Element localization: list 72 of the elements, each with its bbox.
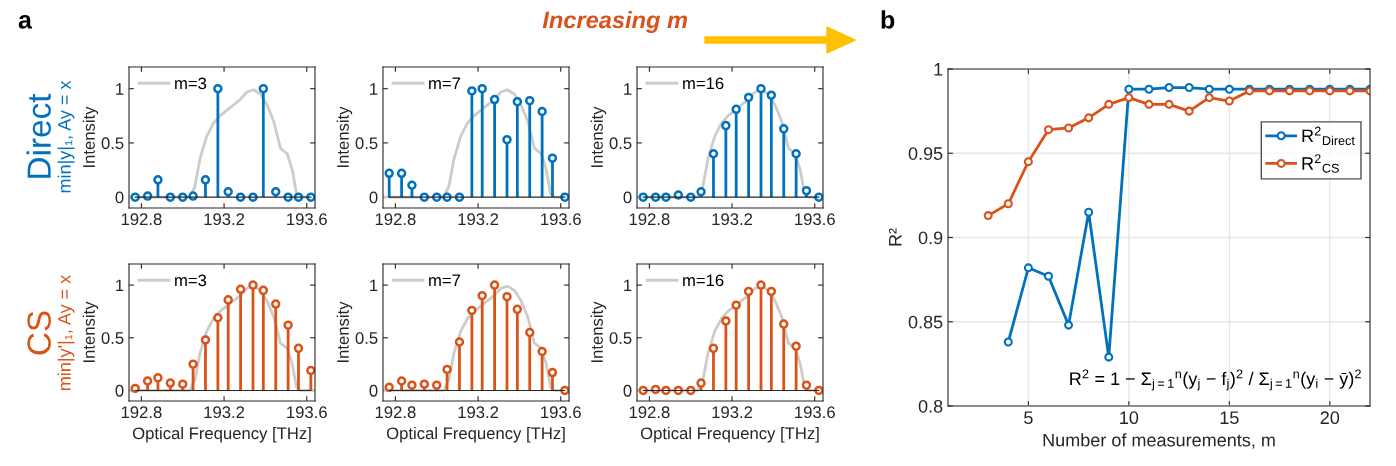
text: min|y|₁, Ay = x — [57, 80, 75, 193]
x-tick-label: 15 — [1220, 411, 1239, 425]
y-axis-title: Intensity — [590, 301, 607, 362]
x-tick-label: 192.8 — [121, 406, 162, 419]
y-tick-label: 0.5 — [101, 137, 124, 150]
x-tick-label: 192.8 — [375, 406, 416, 419]
x-tick-label: 193.6 — [287, 213, 327, 226]
y-axis-title: Intensity — [336, 301, 353, 362]
legend-label: m=16 — [683, 77, 724, 90]
legend-label: m=3 — [175, 274, 207, 287]
x-tick-label: 192.8 — [629, 213, 670, 226]
y-tick-label: 1 — [370, 279, 378, 292]
text: R$^{2}$ = 1 − Σ$_{j=1}$$^{n}$(y$_{j}$ − f$_{j}$)$^{2}$ / Σ$_{j=1}$$^{n}$(y$_{i}$ − ȳ)$^{2}$ — [1070, 369, 1361, 391]
legend-label: m=7 — [429, 274, 461, 287]
y-tick-label: 1 — [370, 83, 378, 95]
y-tick-label: 1 — [624, 279, 632, 292]
y-tick-label: 0 — [369, 384, 378, 397]
y-axis-title: Intensity — [82, 301, 99, 362]
x-axis-title: Number of measurements, m — [1043, 433, 1275, 449]
text: min|y'|₁, Ay = x — [57, 274, 75, 391]
y-tick-label: 0.95 — [908, 147, 943, 160]
x-tick-label: 193.2 — [712, 213, 753, 226]
x-tick-label: 5 — [1024, 411, 1033, 425]
legend-label: m=7 — [429, 77, 461, 90]
text: b — [881, 10, 895, 29]
y-tick-label: 0.9 — [918, 231, 943, 245]
x-tick-label: 193.2 — [204, 213, 245, 226]
y-axis-title: Intensity — [82, 106, 99, 167]
y-tick-label: 0.8 — [918, 399, 943, 413]
y-tick-label: 0 — [623, 384, 632, 397]
text: a — [18, 15, 33, 29]
y-tick-label: 0.5 — [609, 137, 632, 150]
x-tick-label: 193.6 — [795, 406, 835, 419]
y-tick-label: 0 — [115, 384, 124, 397]
legend-label: m=16 — [683, 274, 724, 287]
y-tick-label: 0.5 — [355, 332, 378, 344]
y-axis-title: Intensity — [590, 106, 607, 167]
text: Increasing m — [542, 11, 688, 33]
y-tick-label: 0 — [369, 191, 378, 204]
x-axis-title: Optical Frequency [THz] — [640, 426, 819, 443]
x-tick-label: 193.2 — [204, 406, 245, 419]
y-tick-label: 0.85 — [908, 315, 943, 329]
text: CS — [27, 311, 51, 355]
x-tick-label: 193.2 — [712, 406, 753, 419]
y-axis-title: Intensity — [336, 106, 353, 167]
y-tick-label: 0 — [115, 191, 124, 204]
y-tick-label: 1 — [116, 279, 124, 292]
y-axis-title: R² — [888, 228, 902, 246]
x-tick-label: 193.6 — [287, 406, 327, 419]
legend-label: R$^{2}$$_{Direct}$ — [1302, 126, 1355, 146]
x-tick-label: 193.6 — [541, 213, 581, 226]
x-tick-label: 192.8 — [121, 213, 162, 226]
y-tick-label: 0.5 — [609, 332, 632, 344]
legend-label: R$^{2}$$_{CS}$ — [1302, 154, 1339, 173]
x-axis-title: Optical Frequency [THz] — [132, 426, 311, 443]
x-tick-label: 10 — [1120, 411, 1139, 425]
x-tick-label: 193.2 — [458, 213, 499, 226]
x-tick-label: 193.6 — [541, 406, 581, 419]
text: Direct — [26, 93, 51, 178]
x-tick-label: 193.2 — [458, 406, 499, 419]
y-tick-label: 0 — [623, 191, 632, 204]
y-tick-label: 1 — [116, 83, 124, 95]
x-tick-label: 193.6 — [795, 213, 835, 226]
y-tick-label: 0.5 — [101, 332, 124, 344]
y-tick-label: 1 — [934, 63, 943, 76]
y-tick-label: 1 — [624, 83, 632, 95]
x-tick-label: 20 — [1320, 411, 1340, 425]
legend-label: m=3 — [175, 77, 207, 90]
x-axis-title: Optical Frequency [THz] — [386, 426, 565, 443]
x-tick-label: 192.8 — [375, 213, 416, 226]
x-tick-label: 192.8 — [629, 406, 670, 419]
y-tick-label: 0.5 — [355, 137, 378, 150]
